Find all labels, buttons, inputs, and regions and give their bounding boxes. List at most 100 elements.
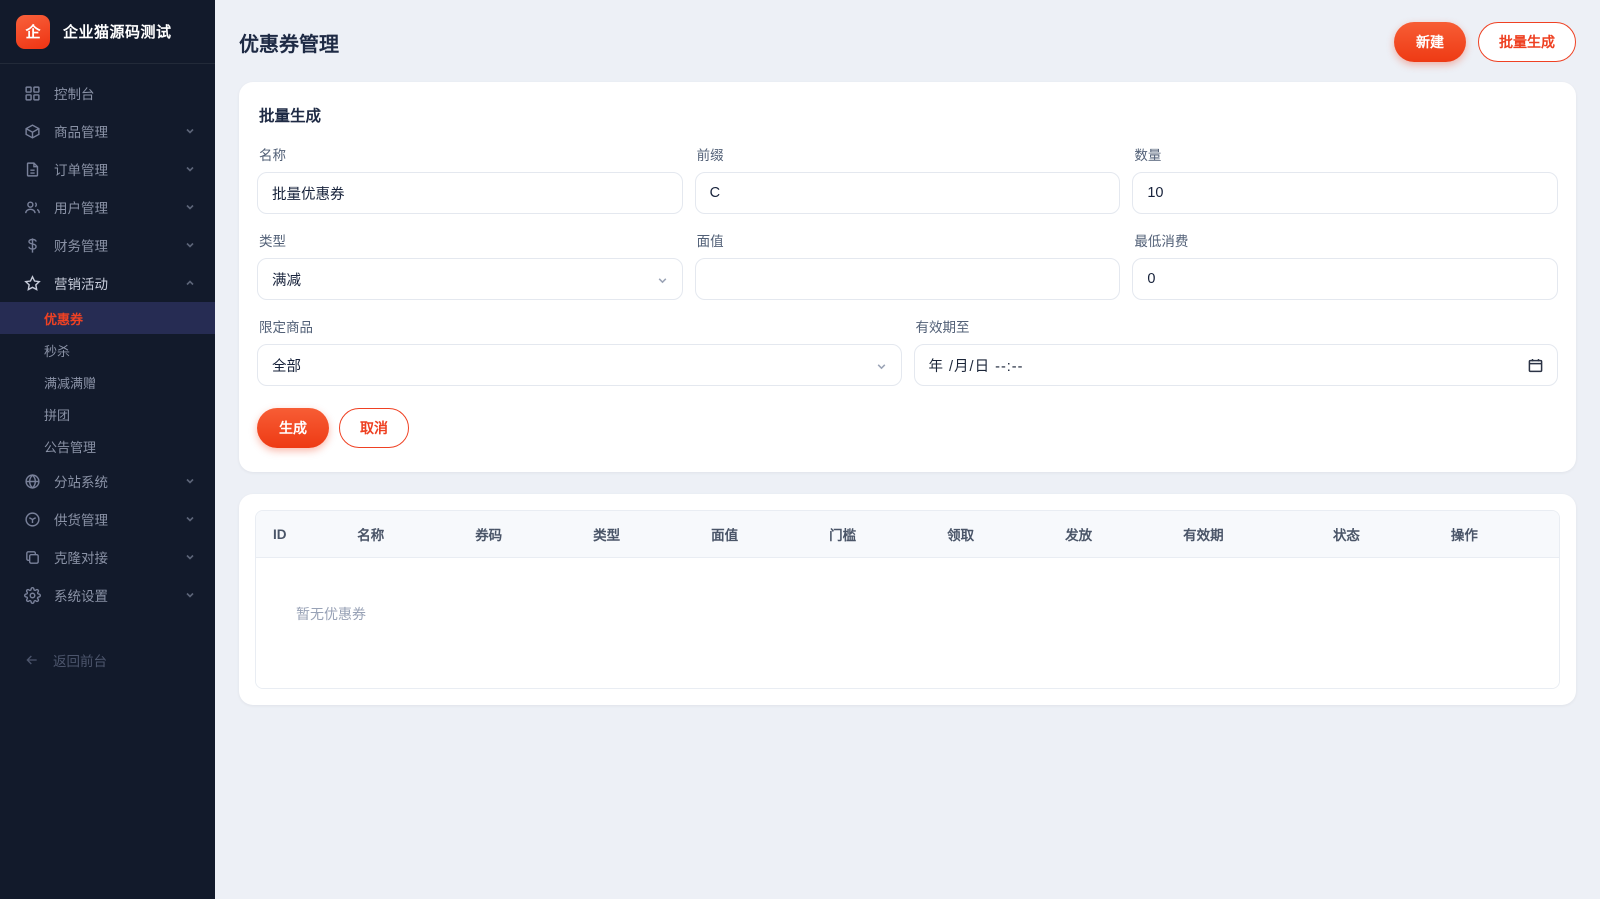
calendar-icon[interactable] <box>1528 358 1543 373</box>
app-title: 企业猫源码测试 <box>63 24 172 41</box>
chevron-down-icon <box>185 126 195 136</box>
sidebar-subitem-announcements[interactable]: 公告管理 <box>0 430 215 462</box>
sidebar-subitem-label: 满减满赠 <box>44 375 97 391</box>
sidebar-item-users[interactable]: 用户管理 <box>0 188 215 226</box>
sidebar-nav: 控制台 商品管理 订单管理 用户管理 <box>0 64 215 899</box>
sidebar-subitem-label: 拼团 <box>44 407 71 423</box>
sidebar-subitem-discounts[interactable]: 满减满赠 <box>0 366 215 398</box>
sidebar-item-label: 用户管理 <box>54 201 108 216</box>
col-validity: 有效期 <box>1173 511 1323 558</box>
limit-product-select-value: 全部 <box>272 358 301 375</box>
valid-until-label: 有效期至 <box>915 320 970 335</box>
sidebar-item-label: 分站系统 <box>54 475 108 490</box>
clone-icon <box>24 549 41 566</box>
cancel-button[interactable]: 取消 <box>339 408 409 448</box>
sidebar-item-finance[interactable]: 财务管理 <box>0 226 215 264</box>
sidebar-subitem-flash-sale[interactable]: 秒杀 <box>0 334 215 366</box>
chevron-down-icon <box>185 476 195 486</box>
type-label: 类型 <box>259 234 286 249</box>
table-header-row: ID 名称 券码 类型 面值 门槛 领取 发放 有效期 状态 操作 <box>256 511 1559 558</box>
field-prefix: 前缀 C <box>694 128 1121 214</box>
col-face-value: 面值 <box>701 511 820 558</box>
sidebar-item-marketing[interactable]: 营销活动 <box>0 264 215 302</box>
sidebar-item-label: 系统设置 <box>54 589 108 604</box>
field-face-value: 面值 <box>694 214 1121 300</box>
panel-title: 批量生成 <box>259 108 322 125</box>
min-spend-input[interactable]: 0 <box>1132 258 1558 300</box>
valid-until-placeholder: 年 /月/日 --:-- <box>928 358 1024 375</box>
sidebar-item-dashboard[interactable]: 控制台 <box>0 74 215 112</box>
globe-icon <box>24 473 41 490</box>
min-spend-label: 最低消费 <box>1134 234 1189 249</box>
type-select-value: 满减 <box>272 272 301 289</box>
field-valid-until: 有效期至 年 /月/日 --:-- <box>913 300 1558 386</box>
sidebar-subitem-label: 优惠券 <box>44 311 84 327</box>
coupons-table-wrapper: ID 名称 券码 类型 面值 门槛 领取 发放 有效期 状态 操作 <box>255 510 1560 689</box>
sidebar-subitem-group-buy[interactable]: 拼团 <box>0 398 215 430</box>
quantity-input-value: 10 <box>1147 185 1164 201</box>
name-input[interactable]: 批量优惠券 <box>257 172 683 214</box>
chevron-down-icon <box>876 360 887 371</box>
sidebar-item-products[interactable]: 商品管理 <box>0 112 215 150</box>
prefix-input[interactable]: C <box>694 172 1121 214</box>
app-logo: 企 <box>16 14 50 49</box>
batch-generate-button[interactable]: 批量生成 <box>1478 22 1576 62</box>
chevron-up-icon <box>185 278 195 288</box>
col-claimed: 领取 <box>937 511 1056 558</box>
order-icon <box>24 161 41 178</box>
new-coupon-button[interactable]: 新建 <box>1394 22 1466 62</box>
quantity-input[interactable]: 10 <box>1132 172 1558 214</box>
back-to-frontend-label: 返回前台 <box>53 654 107 669</box>
col-actions: 操作 <box>1440 511 1559 558</box>
min-spend-input-value: 0 <box>1147 271 1156 287</box>
chevron-down-icon <box>657 274 668 285</box>
name-label: 名称 <box>259 148 286 163</box>
sidebar-item-settings[interactable]: 系统设置 <box>0 576 215 614</box>
col-status: 状态 <box>1322 511 1441 558</box>
col-type: 类型 <box>583 511 702 558</box>
sidebar-item-orders[interactable]: 订单管理 <box>0 150 215 188</box>
sidebar: 企 企业猫源码测试 控制台 商品管理 订单管理 <box>0 0 215 899</box>
supply-icon <box>24 511 41 528</box>
face-value-input[interactable] <box>694 258 1121 300</box>
sidebar-item-supply[interactable]: 供货管理 <box>0 500 215 538</box>
prefix-label: 前缀 <box>696 148 724 163</box>
quantity-label: 数量 <box>1134 148 1162 163</box>
sidebar-subitem-coupons[interactable]: 优惠券 <box>0 302 215 334</box>
col-id: ID <box>256 511 348 558</box>
sidebar-item-substation[interactable]: 分站系统 <box>0 462 215 500</box>
col-code: 券码 <box>465 511 584 558</box>
chevron-down-icon <box>185 202 195 212</box>
field-min-spend: 最低消费 0 <box>1132 214 1558 300</box>
sidebar-item-clone[interactable]: 克隆对接 <box>0 538 215 576</box>
sidebar-subitem-label: 秒杀 <box>44 343 71 359</box>
field-limit-product: 限定商品 全部 <box>257 300 902 386</box>
chevron-down-icon <box>185 164 195 174</box>
back-to-frontend-link[interactable]: 返回前台 <box>0 640 215 680</box>
dashboard-icon <box>24 85 41 102</box>
gear-icon <box>24 586 41 604</box>
face-value-label: 面值 <box>696 234 724 249</box>
empty-state-text: 暂无优惠券 <box>256 557 1559 688</box>
type-select[interactable]: 满减 <box>257 258 683 300</box>
limit-product-label: 限定商品 <box>259 320 313 335</box>
chevron-down-icon <box>185 552 195 562</box>
page-header: 优惠券管理 新建 批量生成 <box>239 22 1576 62</box>
app-logo-row: 企 企业猫源码测试 <box>0 0 215 64</box>
generate-button[interactable]: 生成 <box>257 408 329 448</box>
arrow-left-icon <box>24 652 40 668</box>
field-name: 名称 批量优惠券 <box>257 128 683 214</box>
main-content: 优惠券管理 新建 批量生成 批量生成 名称 批量优惠券 前缀 C 数量 <box>215 0 1600 899</box>
empty-row: 暂无优惠券 <box>256 557 1559 688</box>
sidebar-item-label: 供货管理 <box>54 513 108 528</box>
marketing-submenu: 优惠券 秒杀 满减满赠 拼团 公告管理 <box>0 302 215 462</box>
limit-product-select[interactable]: 全部 <box>257 344 902 386</box>
finance-icon <box>24 237 41 254</box>
prefix-input-value: C <box>709 185 721 201</box>
valid-until-datetime-input[interactable]: 年 /月/日 --:-- <box>913 344 1558 386</box>
sidebar-item-label: 营销活动 <box>54 277 108 292</box>
users-icon <box>24 199 41 216</box>
form-actions: 生成 取消 <box>257 408 1558 448</box>
col-threshold: 门槛 <box>819 511 938 558</box>
sidebar-subitem-label: 公告管理 <box>44 439 97 455</box>
